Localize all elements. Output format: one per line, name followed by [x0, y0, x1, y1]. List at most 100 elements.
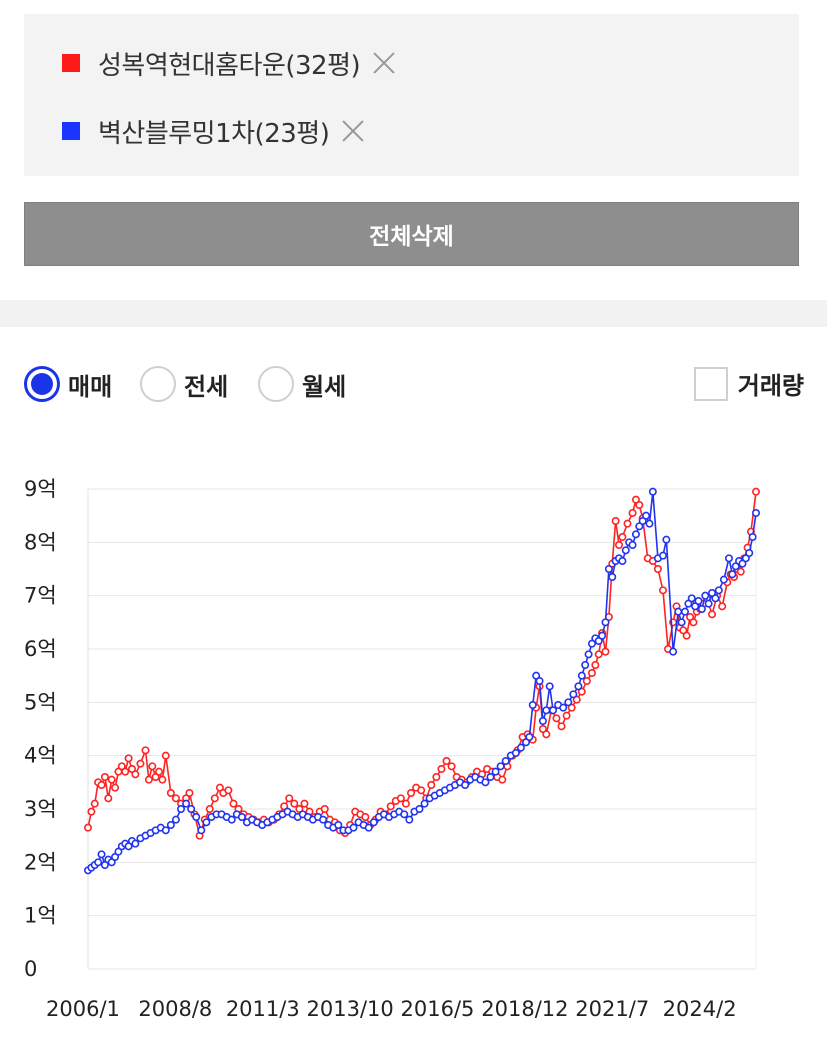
delete-all-button[interactable]: 전체삭제 — [24, 202, 799, 266]
data-point — [538, 716, 547, 725]
data-point — [300, 799, 309, 808]
data-point — [144, 775, 153, 784]
radio-monthly-rent[interactable]: 월세 — [258, 366, 346, 402]
data-point — [461, 780, 470, 789]
data-point — [349, 823, 358, 832]
data-point — [364, 823, 373, 832]
radio-label: 전세 — [184, 372, 229, 401]
volume-checkbox[interactable]: 거래량 — [693, 366, 804, 401]
data-point — [104, 794, 113, 803]
data-point — [542, 730, 551, 739]
x-tick-label: 2008/8 — [138, 997, 212, 1021]
y-tick-label: 8억 — [24, 530, 57, 554]
x-tick-label: 2011/3 — [226, 997, 300, 1021]
data-point — [728, 570, 737, 579]
data-point — [121, 767, 130, 776]
volume-label: 거래량 — [737, 372, 804, 400]
data-point — [202, 818, 211, 827]
data-point — [557, 722, 566, 731]
data-point — [437, 764, 446, 773]
data-point — [124, 754, 133, 763]
data-point — [161, 751, 170, 760]
data-point — [689, 618, 698, 627]
data-point — [635, 500, 644, 509]
data-point — [577, 671, 586, 680]
data-point — [290, 799, 299, 808]
data-point — [417, 786, 426, 795]
close-icon[interactable] — [370, 49, 398, 77]
chart-options: 매매 전세 월세 거래량 — [24, 362, 804, 408]
data-point — [100, 772, 109, 781]
data-point — [442, 756, 451, 765]
data-point — [84, 823, 93, 832]
y-tick-label: 4억 — [24, 744, 57, 768]
data-point — [396, 794, 405, 803]
y-tick-label: 2억 — [24, 850, 57, 874]
data-point — [528, 701, 537, 710]
data-point — [677, 618, 686, 627]
compare-item-label: 벽산블루밍1차(23평) — [98, 118, 330, 149]
compare-item-label: 성복역현대홈타운(32평) — [98, 50, 361, 81]
radio-jeonse[interactable]: 전세 — [140, 366, 228, 402]
x-tick-label: 2016/5 — [401, 997, 475, 1021]
data-point — [320, 804, 329, 813]
series-line — [87, 491, 757, 839]
data-point — [386, 802, 395, 811]
data-point — [687, 594, 696, 603]
data-point — [136, 759, 145, 768]
data-point — [718, 602, 727, 611]
data-point — [87, 807, 96, 816]
x-tick-label: 2021/7 — [575, 997, 649, 1021]
data-point — [491, 767, 500, 776]
data-point — [171, 794, 180, 803]
data-point — [604, 565, 613, 574]
data-point — [197, 826, 206, 835]
data-point — [182, 799, 191, 808]
data-point — [148, 762, 157, 771]
radio-sale[interactable]: 매매 — [24, 366, 112, 402]
compare-list: 성복역현대홈타운(32평) 벽산블루밍1차(23평) — [24, 14, 799, 176]
data-point — [736, 567, 745, 576]
data-point — [361, 812, 370, 821]
data-point — [559, 703, 568, 712]
data-point — [582, 677, 591, 686]
series-color-swatch — [62, 122, 80, 140]
data-point — [748, 533, 757, 542]
data-point — [662, 535, 671, 544]
data-point — [131, 839, 140, 848]
checkbox-icon — [693, 366, 728, 401]
x-tick-label: 2006/1 — [46, 997, 120, 1021]
data-point — [496, 762, 505, 771]
data-point — [611, 516, 620, 525]
data-point — [751, 487, 760, 496]
data-point — [166, 788, 175, 797]
data-point — [319, 815, 328, 824]
data-point — [601, 647, 610, 656]
radio-label: 월세 — [302, 372, 347, 401]
data-point — [587, 669, 596, 678]
data-point — [574, 682, 583, 691]
data-point — [564, 698, 573, 707]
data-point — [177, 804, 186, 813]
data-point — [542, 706, 551, 715]
data-point — [615, 541, 624, 550]
x-tick-label: 2024/2 — [663, 997, 737, 1021]
data-point — [645, 519, 654, 528]
radio-unchecked-icon — [140, 366, 176, 402]
y-tick-label: 5억 — [24, 690, 57, 714]
y-tick-label: 0 — [24, 957, 37, 981]
data-point — [694, 597, 703, 606]
data-point — [719, 575, 728, 584]
series-color-swatch — [62, 54, 80, 72]
data-point — [498, 775, 507, 784]
data-point — [131, 770, 140, 779]
data-point — [229, 799, 238, 808]
close-icon[interactable] — [339, 117, 367, 145]
data-point — [166, 820, 175, 829]
data-point — [549, 706, 558, 715]
radio-checked-icon — [24, 366, 60, 402]
data-point — [511, 748, 520, 757]
data-point — [90, 799, 99, 808]
data-point — [724, 554, 733, 563]
data-point — [420, 799, 429, 808]
